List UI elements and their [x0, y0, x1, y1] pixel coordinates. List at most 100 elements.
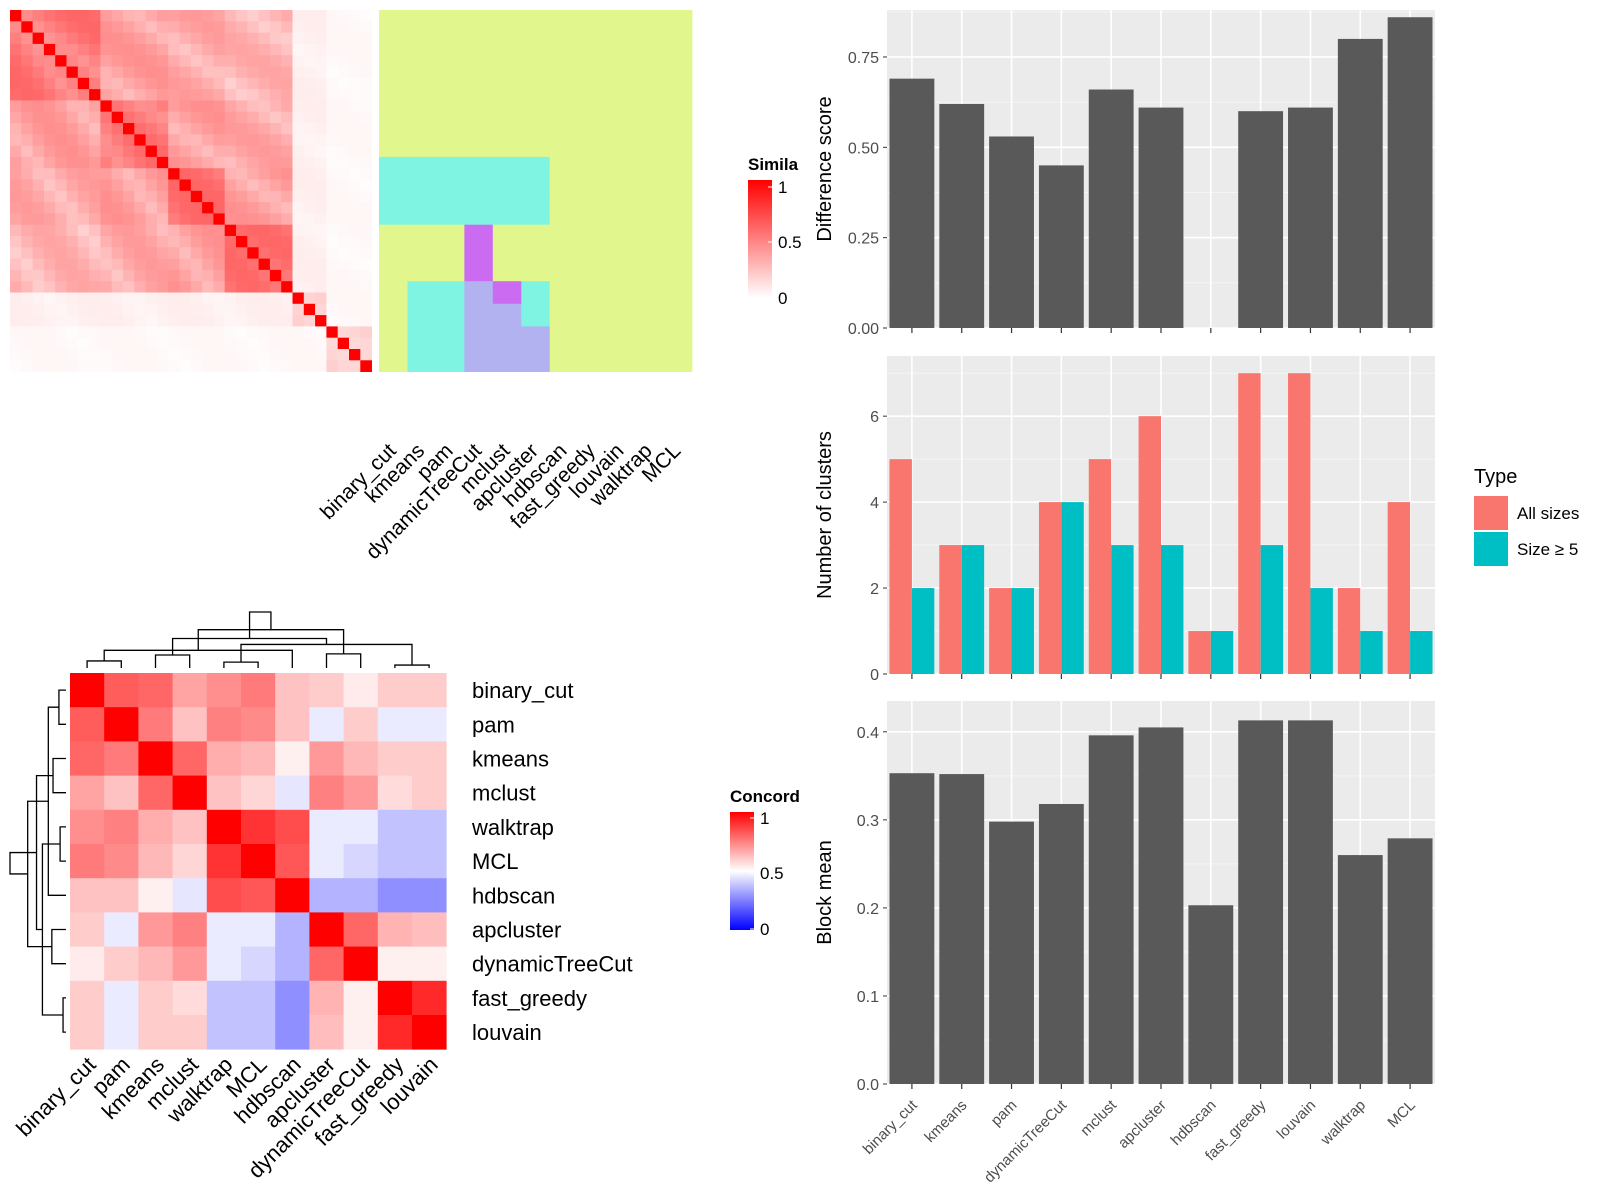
partition-cell	[521, 89, 551, 101]
similarity-cell	[213, 349, 226, 361]
similarity-cell	[111, 145, 124, 158]
similarity-cell	[202, 213, 214, 226]
column-dendrogram-branch	[86, 660, 122, 668]
similarity-cell	[77, 100, 90, 113]
similarity-cell	[258, 303, 271, 316]
similarity-cell	[202, 21, 214, 33]
concordance-cell	[172, 707, 208, 742]
similarity-cell	[77, 111, 90, 124]
bar	[1310, 588, 1333, 674]
partition-cell	[435, 100, 465, 113]
similarity-cell	[123, 66, 135, 79]
y-tick-label: 0.4	[857, 725, 879, 742]
partition-cell	[578, 281, 608, 293]
similarity-cell	[202, 292, 214, 305]
similarity-cell	[349, 145, 361, 158]
similarity-cell	[337, 21, 350, 33]
partition-cell	[663, 190, 693, 203]
partition-cell	[663, 281, 693, 293]
similarity-cell	[179, 247, 192, 259]
similarity-cell	[202, 247, 214, 259]
similarity-cell	[236, 236, 248, 248]
similarity-cell	[156, 292, 169, 305]
similarity-cell	[326, 111, 339, 124]
similarity-cell	[66, 10, 79, 22]
similarity-cell	[21, 190, 33, 203]
partition-cell	[578, 134, 608, 146]
similarity-cell	[258, 10, 271, 22]
similarity-cell	[190, 134, 203, 146]
partition-cell	[663, 224, 693, 237]
partition-cell	[606, 100, 636, 113]
similarity-cell	[77, 134, 90, 146]
similarity-cell	[55, 337, 67, 350]
partition-cell	[435, 156, 465, 169]
partition-cell	[635, 10, 664, 22]
similarity-cell	[145, 315, 158, 327]
similarity-cell	[123, 190, 135, 203]
similarity-cell	[315, 213, 327, 226]
partition-cell	[521, 247, 551, 259]
similarity-cell	[89, 258, 101, 271]
similarity-cell	[258, 168, 271, 180]
similarity-cell	[123, 224, 135, 237]
similarity-cell	[213, 77, 226, 90]
similarity-cell	[66, 258, 79, 271]
similarity-cell	[43, 190, 56, 203]
similarity-cell	[315, 269, 327, 282]
similarity-cell	[21, 145, 33, 158]
similarity-cell	[66, 179, 79, 192]
concordance-heatmap	[70, 673, 447, 1050]
bar	[1011, 588, 1034, 674]
similarity-cell	[89, 247, 101, 259]
similarity-cell	[55, 247, 67, 259]
similarity-cell	[156, 190, 169, 203]
similarity-cell	[134, 123, 146, 135]
similarity-cell	[145, 224, 158, 237]
similarity-cell	[281, 202, 293, 214]
similarity-cell	[202, 55, 214, 67]
similarity-cell	[89, 100, 101, 113]
similarity-cell	[100, 315, 113, 327]
partition-cell	[635, 247, 664, 259]
y-tick-label: 0.25	[848, 231, 879, 248]
similarity-cell	[111, 32, 124, 45]
y-tick-label: 0.50	[848, 140, 879, 157]
similarity-cell	[168, 134, 180, 146]
similarity-cell	[168, 224, 180, 237]
similarity-cell	[360, 224, 372, 237]
similarity-cell	[32, 43, 45, 56]
similarity-cell	[89, 10, 101, 22]
similarity-cell	[168, 77, 180, 90]
similarity-cell	[337, 134, 350, 146]
similarity-cell	[89, 55, 101, 67]
partition-cell	[464, 55, 494, 67]
similarity-cell	[55, 303, 67, 316]
similarity-cell	[224, 303, 237, 316]
similarity-cell	[168, 236, 180, 248]
similarity-cell	[32, 32, 45, 45]
similarity-cell	[292, 213, 305, 226]
similarity-cell	[224, 190, 237, 203]
similarity-cell	[190, 247, 203, 259]
partition-cell	[492, 55, 522, 67]
similarity-cell	[43, 213, 56, 226]
similarity-cell	[247, 326, 259, 339]
similarity-cell	[66, 145, 79, 158]
similarity-cell	[66, 134, 79, 146]
similarity-cell	[134, 43, 146, 56]
similarity-cell	[360, 179, 372, 192]
row-dendrogram-branch	[9, 851, 37, 875]
similarity-cell	[315, 224, 327, 237]
similarity-cell	[10, 292, 22, 305]
similarity-cell	[349, 303, 361, 316]
similarity-cell	[43, 236, 56, 248]
similarity-cell	[123, 123, 135, 135]
similarity-cell	[349, 10, 361, 22]
similarity-cell	[55, 134, 67, 146]
similarity-cell	[77, 123, 90, 135]
similarity-cell	[326, 134, 339, 146]
y-tick-label: 0.1	[857, 989, 879, 1006]
concordance-cell	[412, 980, 447, 1016]
